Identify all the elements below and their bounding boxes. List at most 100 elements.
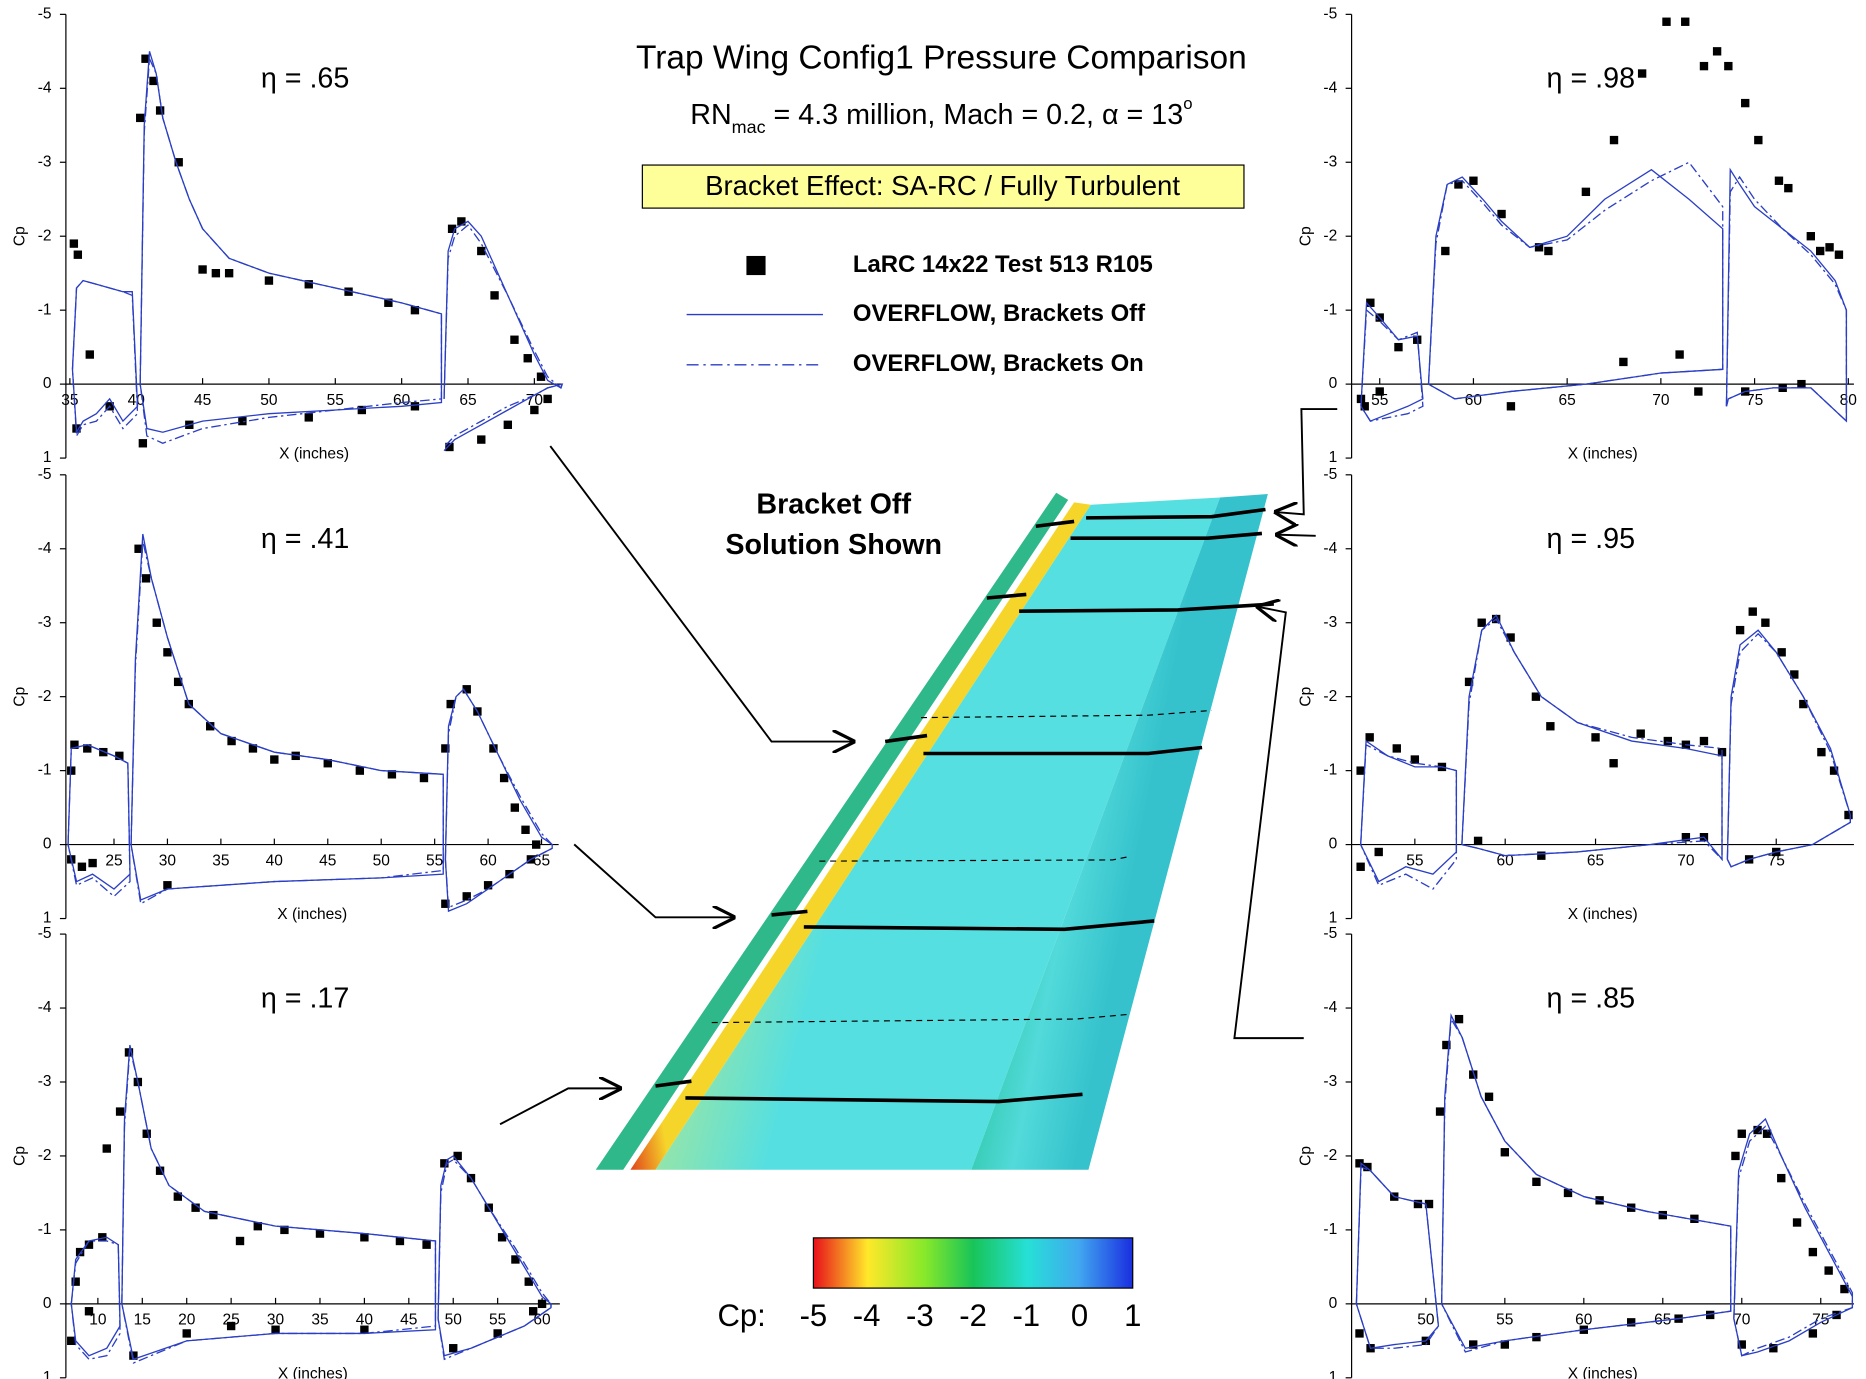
data-point <box>1506 402 1516 411</box>
data-point <box>209 1210 218 1220</box>
x-tick-label: 65 <box>1559 392 1576 409</box>
data-point <box>1366 298 1375 307</box>
y-tick-label: -1 <box>1323 301 1337 318</box>
data-point <box>1532 1332 1541 1342</box>
data-point <box>1441 246 1450 256</box>
x-tick-label: 55 <box>1371 392 1388 409</box>
data-point <box>1356 766 1365 775</box>
data-point <box>1363 1162 1372 1172</box>
data-point <box>1534 243 1544 252</box>
data-point <box>360 1325 369 1334</box>
x-axis-label: X (inches) <box>1568 446 1638 463</box>
data-point <box>280 1225 289 1235</box>
data-point <box>1806 232 1816 241</box>
panel: -5 -4 -3 -2 -1 0 1 55 60 65 70 75 80 X (inches) Cp η = … <box>1297 5 1857 466</box>
data-point <box>441 744 450 753</box>
data-point <box>1464 677 1474 687</box>
data-point <box>1532 1177 1541 1187</box>
x-tick-label: 70 <box>1733 1312 1751 1329</box>
data-point <box>206 722 215 731</box>
y-tick-label: -1 <box>1323 1221 1337 1238</box>
x-tick-label: 15 <box>134 1312 151 1329</box>
data-point <box>1360 402 1369 411</box>
data-point <box>1375 387 1384 396</box>
data-point <box>510 335 519 344</box>
data-point <box>70 740 79 749</box>
x-axis-label: X (inches) <box>278 1365 348 1379</box>
x-tick-label: 65 <box>459 392 476 409</box>
x-tick-label: 40 <box>356 1312 374 1329</box>
data-point <box>1731 1151 1740 1161</box>
panel-label: η = .65 <box>261 63 350 95</box>
y-tick-label: -3 <box>1323 153 1337 170</box>
data-point <box>422 1240 431 1249</box>
data-point <box>98 1233 107 1242</box>
data-point <box>493 1329 502 1338</box>
x-tick-label: 40 <box>266 852 284 869</box>
data-point <box>1844 810 1853 820</box>
data-point <box>1824 1266 1833 1275</box>
section-line <box>803 919 1155 932</box>
data-point <box>1712 47 1722 56</box>
data-point <box>441 899 450 908</box>
colorbar-tick-label: 0 <box>1071 1298 1088 1333</box>
subtitle-part: = 4.3 million, Mach = 0.2, α = 13 <box>766 99 1184 131</box>
data-point <box>83 744 92 753</box>
y-axis-label: Cp <box>12 687 29 707</box>
y-axis-label: Cp <box>12 226 29 246</box>
subtitle-superscript: o <box>1183 95 1192 114</box>
data-point <box>1473 836 1483 846</box>
colorbar-tick-label: 1 <box>1124 1298 1141 1333</box>
data-point <box>1500 1148 1510 1157</box>
data-point <box>129 1351 138 1360</box>
data-point <box>182 1329 191 1338</box>
data-point <box>530 405 539 415</box>
data-point <box>410 305 420 315</box>
data-point <box>85 350 94 359</box>
x-tick-label: 60 <box>393 392 411 409</box>
data-point <box>1609 135 1619 145</box>
cp-curve <box>1355 1017 1854 1357</box>
data-point <box>1694 387 1703 396</box>
data-point <box>1792 1218 1802 1227</box>
data-point <box>1581 187 1591 197</box>
x-tick-label: 35 <box>212 852 229 869</box>
data-point <box>1531 692 1541 701</box>
colorbar-tick-label: -2 <box>959 1298 987 1333</box>
data-point <box>141 54 150 63</box>
data-point <box>71 1277 80 1286</box>
data-point <box>1392 744 1401 753</box>
y-tick-label: -5 <box>1323 925 1337 942</box>
y-axis-label: Cp <box>1297 1146 1314 1166</box>
y-tick-label: -4 <box>38 79 52 96</box>
data-point <box>174 158 183 167</box>
data-point <box>1454 180 1463 189</box>
data-point <box>1497 209 1506 219</box>
x-tick-label: 25 <box>105 852 122 869</box>
colorbar-label: Cp: <box>717 1298 765 1333</box>
colorbar-tick-label: -5 <box>800 1298 828 1333</box>
y-tick-label: -3 <box>1323 614 1337 631</box>
section-dashed <box>711 1013 1131 1024</box>
data-point <box>1705 1310 1715 1320</box>
data-point <box>138 439 148 448</box>
data-point <box>499 773 509 783</box>
data-point <box>1658 1210 1667 1220</box>
section-line <box>884 733 928 744</box>
data-point <box>141 574 151 583</box>
data-point <box>462 685 471 694</box>
data-point <box>224 269 234 278</box>
callout-box <box>641 164 1245 209</box>
data-point <box>1413 1199 1423 1209</box>
y-tick-label: -5 <box>38 466 52 483</box>
y-tick-label: 1 <box>43 449 52 466</box>
data-point <box>1741 98 1750 108</box>
data-point <box>1537 851 1546 860</box>
x-tick-label: 60 <box>1465 392 1483 409</box>
x-tick-label: 45 <box>319 852 336 869</box>
x-tick-label: 70 <box>526 392 544 409</box>
data-point <box>1619 357 1628 367</box>
cp-curve <box>1360 161 1848 423</box>
data-point <box>447 224 457 234</box>
